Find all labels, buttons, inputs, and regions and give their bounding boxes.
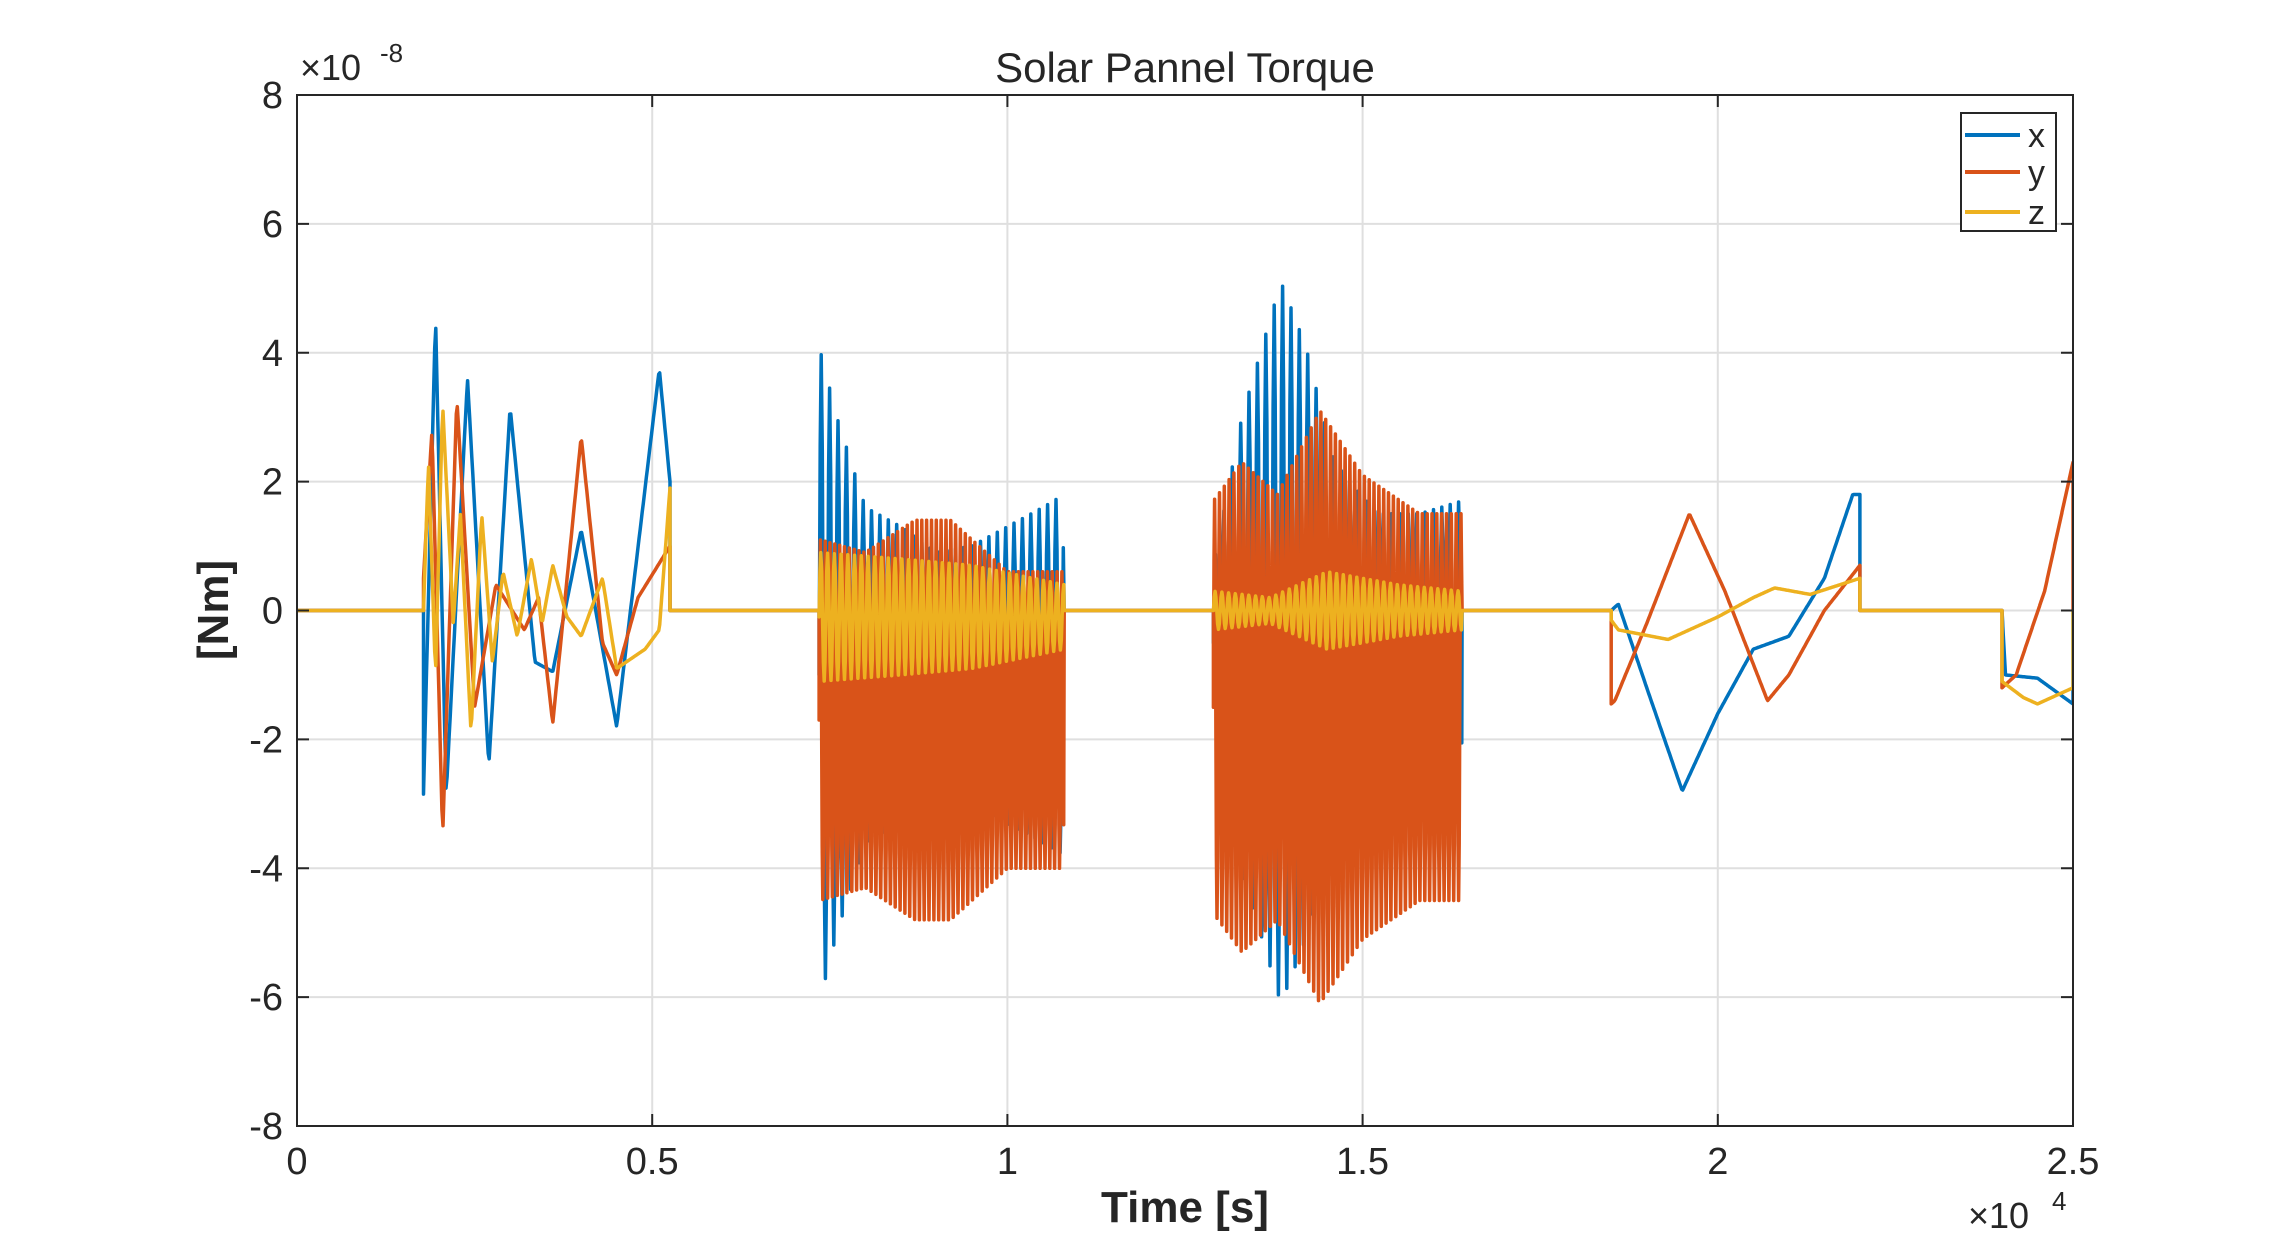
chart-title: Solar Pannel Torque [995,44,1375,91]
x-tick-label: 2.5 [2047,1141,2100,1183]
y-exponent-power: -8 [380,38,403,68]
x-tick-label: 1 [997,1141,1018,1183]
legend-entry-y[interactable]: y [1965,154,2045,192]
y-axis-label: [Nm] [189,560,238,660]
tick-marks [296,94,2074,1127]
tick-labels: 0 0.5 1 1.5 2 2.5 -8 -6 -4 -2 0 2 4 6 8 [249,75,2099,1183]
y-tick-label: 8 [262,75,283,117]
y-exponent-base: ×10 [300,47,361,88]
legend-entry-z[interactable]: z [1965,194,2045,232]
y-tick-label: 6 [262,204,283,246]
legend-entry-x[interactable]: x [1965,117,2045,155]
y-tick-label: -4 [249,848,283,890]
x-exponent-power: 4 [2052,1186,2066,1216]
legend-label-x: x [2028,117,2045,155]
y-tick-label: 2 [262,462,283,504]
legend[interactable]: x y z [1960,112,2057,232]
y-tick-label: 4 [262,333,283,375]
x-exponent-base: ×10 [1968,1195,2029,1236]
x-tick-label: 0.5 [626,1141,679,1183]
x-axis-label: Time [s] [1101,1183,1269,1232]
y-tick-label: 0 [262,591,283,633]
x-tick-label: 2 [1707,1141,1728,1183]
series-line-z [297,409,2073,728]
x-tick-label: 1.5 [1336,1141,1389,1183]
legend-label-z: z [2028,194,2045,232]
series-lines [297,284,2073,1003]
y-tick-label: -2 [249,719,283,761]
legend-label-y: y [2028,154,2045,192]
y-tick-label: -8 [249,1106,283,1148]
y-exponent: ×10 -8 [300,38,403,88]
x-exponent: ×10 4 [1968,1186,2066,1236]
x-tick-label: 0 [286,1141,307,1183]
y-tick-label: -6 [249,977,283,1019]
